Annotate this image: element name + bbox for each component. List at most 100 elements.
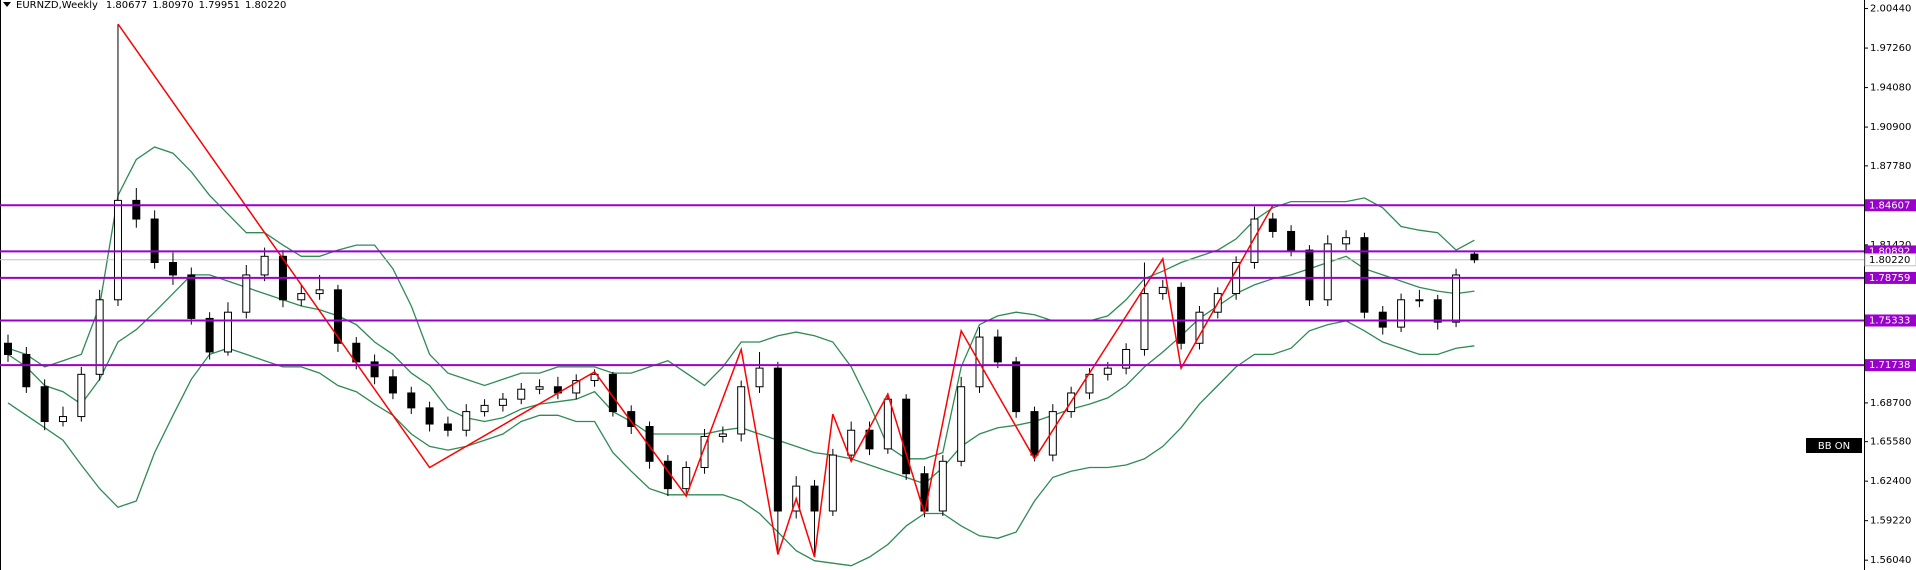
level-label: 1.71738 [1869, 360, 1910, 371]
level-label-bg [1865, 199, 1916, 212]
y-tick-label: 1.62400 [1870, 476, 1911, 487]
level-label: 1.75333 [1869, 315, 1910, 326]
ohlc-low: 1.79951 [199, 0, 240, 11]
candle-body [682, 467, 691, 490]
candle-body [517, 388, 526, 400]
candle-body [1415, 299, 1424, 302]
y-tick-label: 1.59220 [1870, 516, 1911, 527]
candle-body [1158, 286, 1167, 295]
y-tick-label: 1.90900 [1870, 122, 1911, 133]
header-arrow [3, 2, 11, 7]
candle-body [4, 342, 12, 355]
ohlc-high: 1.80970 [152, 0, 193, 11]
candle-body [1397, 299, 1406, 328]
ohlc-close: 1.80220 [245, 0, 286, 11]
candle-body [957, 386, 966, 462]
candle-body [828, 454, 837, 512]
candle-body [1360, 237, 1369, 313]
candle-body [333, 289, 342, 344]
candle-body [700, 435, 709, 469]
y-tick-label: 1.81420 [1870, 240, 1911, 251]
level-label: 1.78759 [1869, 273, 1910, 284]
candle-body [1177, 286, 1186, 344]
zigzag-line [117, 23, 1274, 558]
symbol: EURNZD,Weekly [16, 0, 98, 11]
badge-bg [1806, 438, 1862, 453]
y-tick-label: 1.97260 [1870, 43, 1911, 54]
chart-title: EURNZD,Weekly 1.80677 1.80970 1.79951 1.8022… [16, 0, 286, 11]
y-tick-label: 1.94080 [1870, 83, 1911, 94]
candle-body [260, 255, 269, 276]
candle-body [1287, 230, 1296, 251]
candle-body [1452, 274, 1461, 323]
bollinger-upper [7, 146, 1475, 460]
candle-body [1012, 361, 1021, 413]
badge: BB ON [1818, 441, 1850, 452]
level-label-bg [1865, 359, 1916, 372]
candle-body [443, 423, 452, 431]
candle-body [498, 398, 507, 406]
candle-body [883, 398, 892, 450]
candle-body [718, 433, 727, 437]
candle-body [1305, 249, 1314, 301]
candle-body [113, 199, 122, 301]
candle-body [315, 289, 324, 295]
candle-body [938, 460, 947, 512]
candle-body [462, 411, 471, 431]
candle-body [1323, 243, 1332, 301]
candle-body [627, 411, 636, 428]
candle-body [95, 299, 104, 375]
candle-body [40, 386, 49, 423]
level-label-bg [1865, 314, 1916, 327]
candle-body [810, 485, 819, 512]
candle-body [755, 367, 764, 388]
candle-body [150, 218, 159, 264]
y-tick-label: 1.87780 [1870, 161, 1911, 172]
bollinger-lower [7, 320, 1475, 567]
candle-body [1103, 367, 1112, 375]
candle-body [425, 407, 434, 425]
candle-body [1140, 293, 1149, 350]
candle-body [297, 293, 306, 301]
candle-body [865, 429, 874, 450]
candle-body [1048, 411, 1057, 456]
candle-body [645, 426, 654, 462]
candle-body [902, 398, 911, 475]
y-tick-label: 1.65580 [1870, 437, 1911, 448]
candle-body [187, 274, 196, 319]
candle-body [223, 311, 232, 353]
level-label: 1.80892 [1869, 246, 1910, 257]
candle-body [205, 317, 214, 353]
candle-body [370, 361, 379, 378]
candle-body [535, 386, 544, 390]
candle-body [1195, 311, 1204, 344]
candle-body [388, 376, 397, 394]
candle-body [1342, 237, 1351, 245]
candle-body [242, 274, 251, 313]
candle-body [1470, 253, 1479, 261]
level-label-bg [1865, 271, 1916, 284]
candle-body [132, 199, 141, 220]
candle-body [58, 416, 67, 423]
candle-body [773, 367, 782, 512]
current-price-label-bg [1864, 253, 1916, 267]
candle-body [22, 353, 31, 388]
y-tick-label: 2.00440 [1870, 4, 1911, 15]
y-tick-label: 1.68700 [1870, 398, 1911, 409]
candle-body [572, 380, 581, 394]
candle-body [407, 392, 416, 409]
candle-body [847, 429, 856, 456]
candle-body [1268, 218, 1277, 232]
ohlc-open: 1.80677 [106, 0, 147, 11]
y-tick-label: 1.56040 [1870, 555, 1911, 566]
candle-body [1250, 218, 1259, 264]
candle-body [480, 404, 489, 413]
current-price-label: 1.80220 [1869, 255, 1910, 266]
level-label: 1.84607 [1869, 200, 1910, 211]
candle-body [737, 386, 746, 435]
candle-body [77, 373, 86, 418]
candle-body [1030, 411, 1039, 456]
candle-body [168, 262, 177, 276]
